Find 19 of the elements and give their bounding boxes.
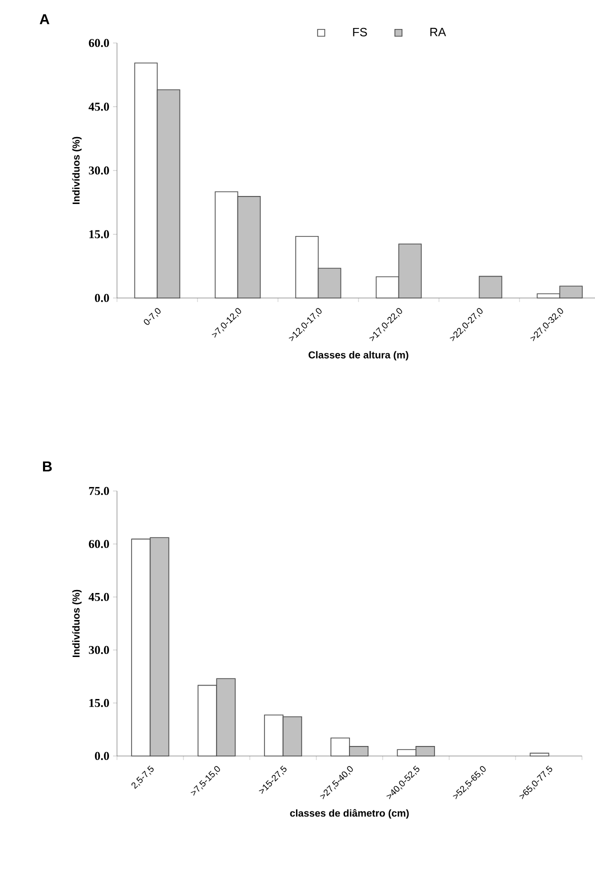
x-axis-title: classes de diâmetro (cm) bbox=[290, 809, 409, 819]
y-tick-label: 60.0 bbox=[88, 540, 109, 548]
legend-label: RA bbox=[430, 28, 446, 36]
x-axis-title: Classes de altura (m) bbox=[308, 351, 408, 360]
chart-title: A bbox=[40, 14, 50, 24]
y-tick-label: 45.0 bbox=[88, 102, 109, 111]
legend-label: FS bbox=[353, 28, 367, 36]
y-tick-label: 75.0 bbox=[89, 486, 109, 496]
chart-title: B bbox=[43, 461, 52, 472]
y-tick-label: 30.0 bbox=[88, 646, 109, 654]
y-axis-title: Indivíduos (%) bbox=[72, 590, 82, 657]
y-tick-label: 0.0 bbox=[94, 294, 110, 302]
y-tick-label: 60.0 bbox=[88, 38, 109, 48]
y-tick-label: 45.0 bbox=[88, 592, 109, 602]
y-tick-label: 30.0 bbox=[88, 166, 109, 175]
y-tick-label: 15.0 bbox=[89, 698, 109, 708]
y-tick-label: 0.0 bbox=[94, 752, 110, 760]
y-axis-title: Indivíduos (%) bbox=[72, 136, 82, 204]
y-tick-label: 15.0 bbox=[89, 230, 109, 238]
